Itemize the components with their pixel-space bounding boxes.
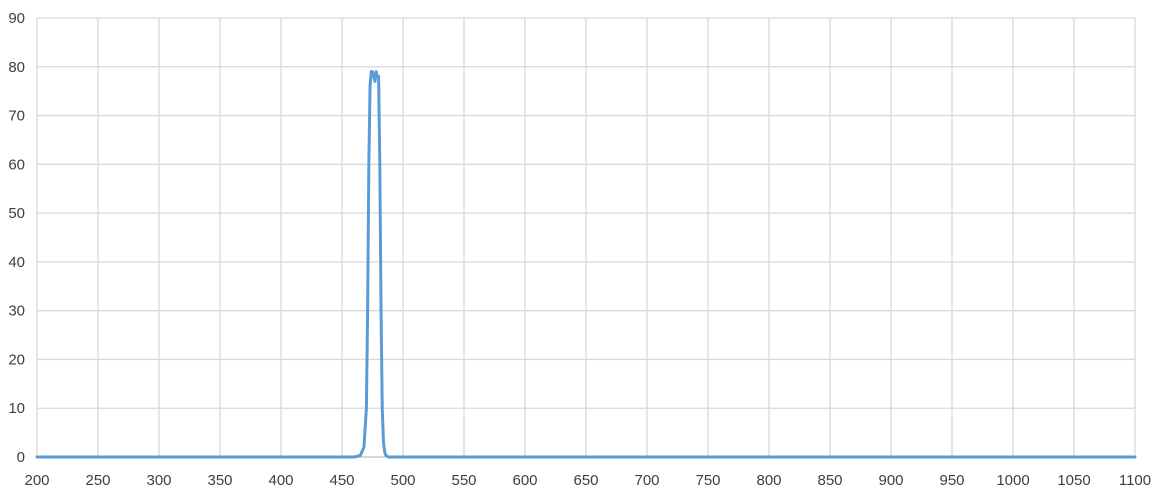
x-tick-label: 850 (817, 472, 842, 489)
y-tick-label: 20 (8, 351, 25, 368)
y-tick-label: 10 (8, 400, 25, 417)
series-line (35, 70, 1137, 459)
y-tick-label: 60 (8, 156, 25, 173)
x-tick-label: 900 (878, 472, 903, 489)
x-tick-label: 200 (24, 472, 49, 489)
x-tick-label: 650 (573, 472, 598, 489)
y-tick-label: 90 (8, 10, 25, 27)
y-tick-label: 40 (8, 254, 25, 271)
x-tick-label: 950 (939, 472, 964, 489)
x-axis-ticks: 200 250 300 350 400 450 500 550 600 650 700 750 800 8… (24, 472, 1151, 489)
x-tick-label: 300 (146, 472, 171, 489)
x-tick-label: 250 (85, 472, 110, 489)
y-axis-ticks: 0 10 20 30 40 50 60 70 80 90 (8, 10, 25, 466)
series-group (35, 70, 1137, 459)
x-tick-label: 500 (390, 472, 415, 489)
x-tick-label: 800 (756, 472, 781, 489)
x-tick-label: 1000 (996, 472, 1029, 489)
grid (36, 17, 1136, 458)
x-tick-label: 700 (634, 472, 659, 489)
x-tick-label: 350 (207, 472, 232, 489)
x-tick-label: 1050 (1057, 472, 1090, 489)
x-tick-label: 400 (268, 472, 293, 489)
y-tick-label: 80 (8, 59, 25, 76)
y-tick-label: 0 (17, 449, 25, 466)
x-tick-label: 1100 (1119, 472, 1151, 489)
x-tick-label: 450 (329, 472, 354, 489)
x-tick-label: 750 (695, 472, 720, 489)
x-tick-label: 550 (451, 472, 476, 489)
y-tick-label: 50 (8, 205, 25, 222)
y-tick-label: 70 (8, 108, 25, 125)
x-tick-label: 600 (512, 472, 537, 489)
y-tick-label: 30 (8, 303, 25, 320)
